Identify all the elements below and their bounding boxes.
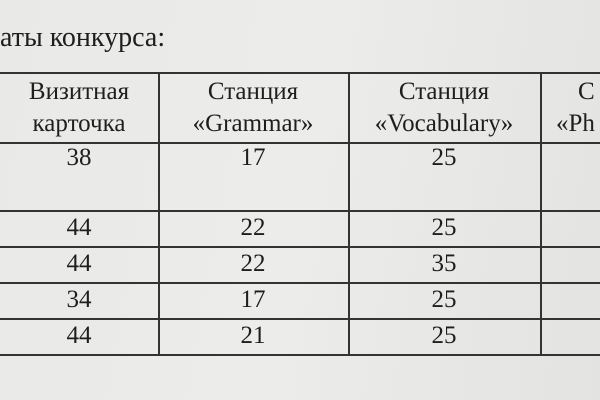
table-cell: 25 xyxy=(431,322,457,349)
table-cell: 34 xyxy=(66,286,92,313)
header-cell: «Grammar» xyxy=(192,110,314,137)
header-cell: «Ph xyxy=(556,110,595,137)
table-rule xyxy=(348,72,350,354)
table-cell: 22 xyxy=(240,214,266,241)
heading: аты конкурса: xyxy=(0,22,166,53)
table-rule xyxy=(0,318,600,320)
header-cell: Станция xyxy=(207,78,299,105)
table-rule xyxy=(0,354,600,356)
table-rule xyxy=(0,210,600,212)
header-cell: Станция xyxy=(398,78,490,105)
table-rule xyxy=(540,72,542,354)
table-cell: 21 xyxy=(240,322,266,349)
table-rule xyxy=(0,142,600,144)
table-cell: 35 xyxy=(431,250,457,277)
table-rule xyxy=(0,282,600,284)
header-cell: «Vocabulary» xyxy=(374,110,514,137)
table-cell: 38 xyxy=(66,144,92,171)
table-cell: 17 xyxy=(240,286,266,313)
table-rule xyxy=(158,72,160,354)
table-cell: 17 xyxy=(240,144,266,171)
table-cell: 44 xyxy=(66,214,92,241)
table-cell: 22 xyxy=(240,250,266,277)
table-rule xyxy=(0,246,600,248)
table-cell: 25 xyxy=(431,144,457,171)
table-cell: 44 xyxy=(66,250,92,277)
table-cell: 25 xyxy=(431,286,457,313)
header-cell: С xyxy=(578,78,595,105)
table-rule xyxy=(0,72,600,74)
header-cell: Визитная xyxy=(28,78,130,105)
table-cell: 44 xyxy=(66,322,92,349)
header-cell: карточка xyxy=(32,110,126,137)
table-cell: 25 xyxy=(431,214,457,241)
